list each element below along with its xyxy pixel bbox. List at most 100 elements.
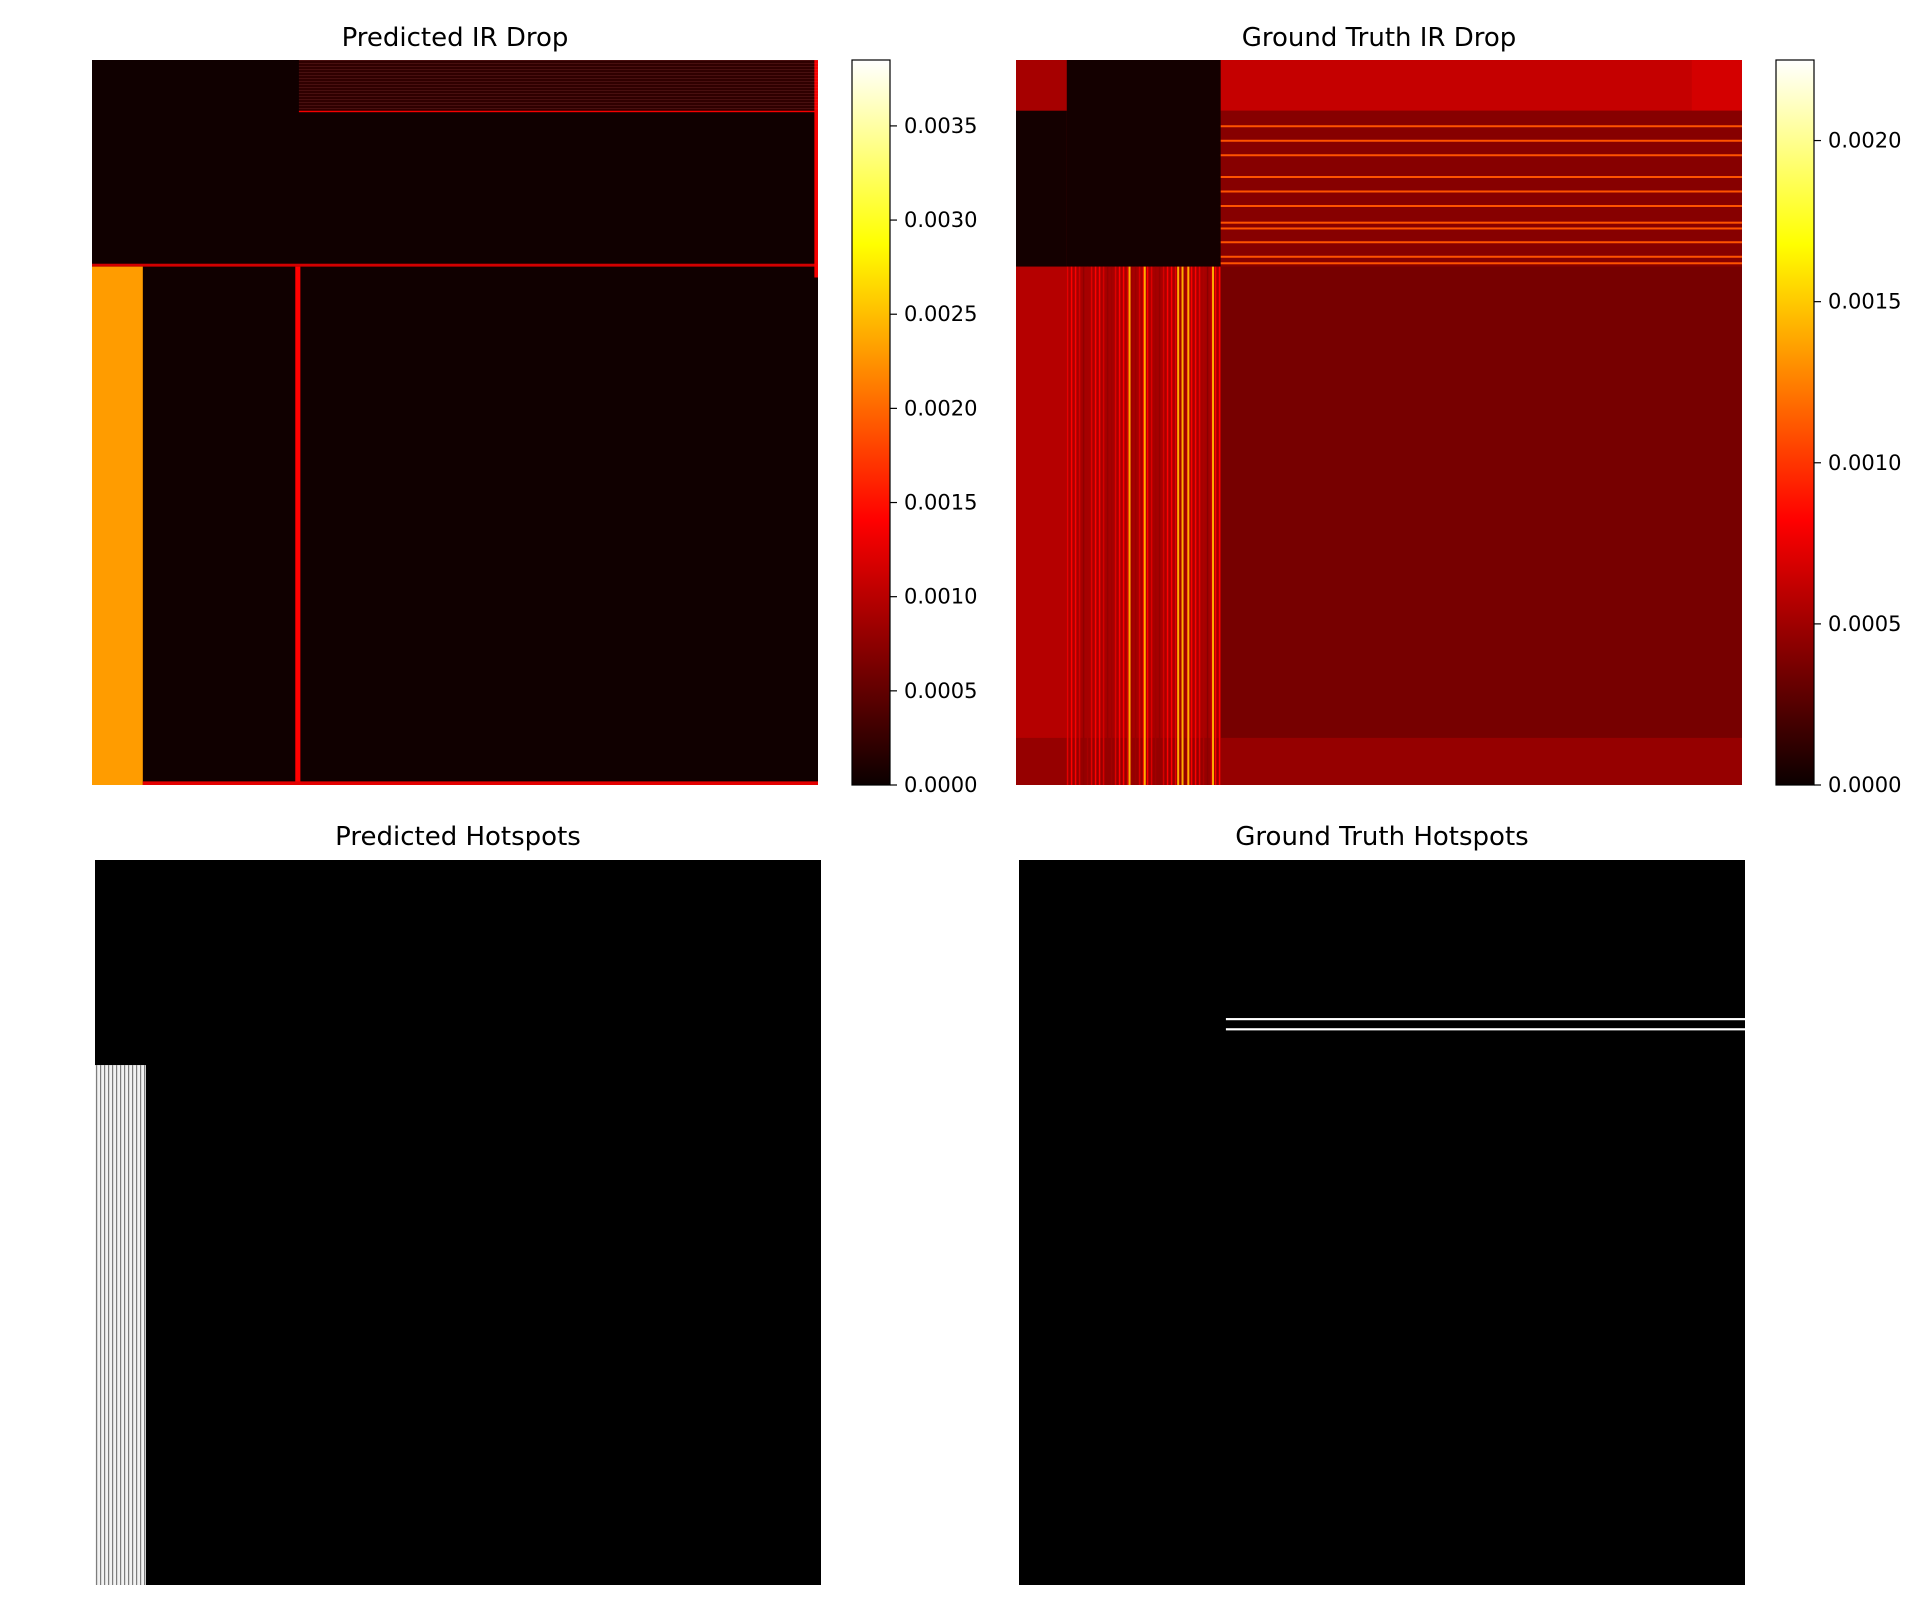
- panel-predicted-ir-drop: Predicted IR Drop 0.00000.00050.00100.00…: [92, 23, 977, 797]
- heatmap-stripe: [1158, 266, 1161, 785]
- heatmap-stripe: [1220, 190, 1742, 193]
- heatmap-stripe: [1220, 262, 1742, 265]
- chart-title: Ground Truth Hotspots: [1235, 822, 1528, 852]
- colorbar-tick-label: 0.0000: [904, 773, 977, 797]
- heatmap-region: [814, 60, 818, 278]
- heatmap-stripe: [1170, 266, 1173, 785]
- heatmap-stripe: [1220, 255, 1742, 258]
- heatmap-stripe: [1102, 266, 1105, 785]
- colorbar-tick-label: 0.0015: [1828, 290, 1901, 314]
- heatmap-stripe: [1134, 266, 1137, 785]
- heatmap-stripe: [1210, 266, 1213, 785]
- heatmap-stripe: [1114, 266, 1117, 785]
- panel-predicted-hotspots: Predicted Hotspots: [95, 822, 821, 1585]
- heatmap-stripe: [1094, 266, 1097, 785]
- heatmap-stripe: [1181, 266, 1184, 785]
- heatmap-stripe: [1074, 266, 1077, 785]
- heatmap-region: [92, 60, 818, 785]
- heatmap-stripe: [1146, 266, 1149, 785]
- heatmap-region: [1066, 60, 1221, 267]
- heatmap-ground-truth-ir: [1016, 60, 1742, 785]
- colorbar-predicted: [851, 59, 891, 786]
- heatmap-stripe: [1070, 266, 1073, 785]
- colorbar-tick-label: 0.0035: [904, 114, 977, 138]
- heatmap-stripe: [1118, 266, 1121, 785]
- colorbar-ticks: 0.0000 0.0005 0.0010 0.0015 0.0020: [1814, 129, 1901, 797]
- heatmap-stripe: [1220, 221, 1742, 224]
- heatmap-stripe: [1128, 266, 1131, 785]
- heatmap-region: [142, 781, 818, 785]
- heatmap-stripe: [1142, 266, 1145, 785]
- heatmap-stripe: [1110, 266, 1113, 785]
- heatmap-stripe: [1178, 266, 1181, 785]
- heatmap-stripe: [1177, 266, 1180, 785]
- heatmap-stripe: [1106, 266, 1109, 785]
- heatmap-region: [92, 263, 818, 267]
- heatmap-stripe: [1090, 266, 1093, 785]
- heatmap-stripe: [1220, 125, 1742, 128]
- colorbar-tick-label: 0.0020: [1828, 129, 1901, 153]
- colorbar-tick-label: 0.0025: [904, 302, 977, 326]
- heatmap-stripe: [1220, 176, 1742, 178]
- heatmap-stripe: [1190, 266, 1193, 785]
- heatmap-region: [1016, 60, 1067, 111]
- heatmap-region: [1691, 60, 1742, 111]
- heatmap-region: [295, 266, 301, 785]
- heatmap-stripe: [1212, 266, 1215, 785]
- colorbar-ground-truth: [1775, 59, 1815, 786]
- colorbar-tick-label: 0.0020: [904, 396, 977, 420]
- heatmap-stripe: [1220, 205, 1742, 207]
- heatmap-stripe: [1078, 266, 1081, 785]
- heatmap-predicted-ir: [92, 60, 818, 785]
- colorbar-tick-label: 0.0010: [904, 585, 977, 609]
- heatmap-texture: [298, 60, 818, 111]
- panel-ground-truth-hotspots: Ground Truth Hotspots: [1019, 822, 1745, 1585]
- heatmap-stripe: [1182, 266, 1185, 785]
- heatmap-stripe: [1187, 266, 1190, 785]
- heatmap-stripe: [1154, 266, 1157, 785]
- heatmap-stripe: [1098, 266, 1101, 785]
- heatmap-predicted-hotspots: [95, 860, 821, 1585]
- colorbar-tick-label: 0.0005: [1828, 612, 1901, 636]
- chart-title: Predicted Hotspots: [335, 822, 581, 852]
- colorbar-tick-label: 0.0015: [904, 491, 977, 515]
- heatmap-stripe: [1194, 266, 1197, 785]
- heatmap-stripe: [1138, 266, 1141, 785]
- heatmap-stripe: [1126, 266, 1129, 785]
- heatmap-stripe: [1174, 266, 1177, 785]
- colorbar-tick-label: 0.0030: [904, 208, 977, 232]
- heatmap-stripe: [1214, 266, 1217, 785]
- heatmap-region: [298, 110, 818, 113]
- heatmap-stripe: [1220, 241, 1742, 244]
- colorbar-tick-label: 0.0000: [1828, 773, 1901, 797]
- colorbar-ticks: 0.0000 0.0005 0.0010 0.0015 0.0020 0.0025 0.00…: [890, 114, 977, 797]
- heatmap-region: [92, 266, 143, 785]
- heatmap-stripe: [1130, 266, 1133, 785]
- heatmap-region: [1016, 110, 1067, 267]
- heatmap-region: [1220, 60, 1692, 111]
- heatmap-region: [1016, 266, 1067, 785]
- heatmap-region: [1220, 110, 1742, 267]
- heatmap-stripe: [1198, 266, 1201, 785]
- heatmap-region: [1019, 860, 1745, 1585]
- heatmap-stripe: [1202, 266, 1205, 785]
- heatmap-stripe: [1220, 154, 1742, 157]
- heatmap-region: [95, 860, 821, 1585]
- heatmap-region: [1225, 1028, 1745, 1031]
- heatmap-stripe: [1220, 139, 1742, 142]
- heatmap-stripe: [1086, 266, 1089, 785]
- chart-title: Predicted IR Drop: [342, 23, 569, 53]
- heatmap-stripe: [1206, 266, 1209, 785]
- heatmap-stripe: [1162, 266, 1165, 785]
- heatmap-stripe: [1066, 266, 1069, 785]
- heatmap-region: [1225, 1018, 1745, 1021]
- heatmap-stripe: [1082, 266, 1085, 785]
- chart-title: Ground Truth IR Drop: [1242, 23, 1517, 53]
- hotspot-texture: [95, 1065, 146, 1585]
- heatmap-stripe: [1150, 266, 1153, 785]
- heatmap-stripe: [1143, 266, 1146, 785]
- heatmap-region: [1016, 737, 1742, 785]
- heatmap-stripe: [1218, 266, 1221, 785]
- heatmap-stripe: [1122, 266, 1125, 785]
